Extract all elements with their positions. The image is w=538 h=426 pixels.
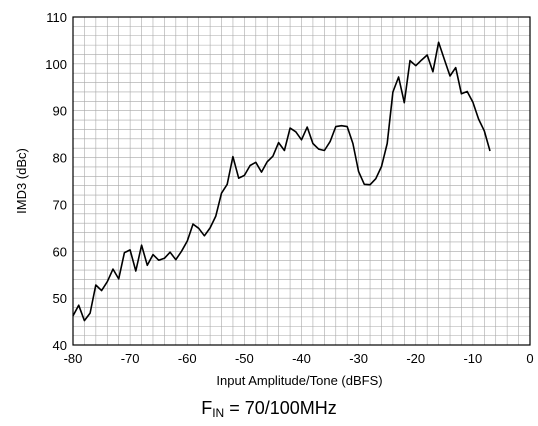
y-tick-label: 110 [46,10,67,25]
y-tick-labels: 40 50 60 70 80 90 100 110 [45,10,67,353]
caption-main: F [201,398,213,418]
x-tick-labels: -80 -70 -60 -50 -40 -30 -20 -10 0 [64,351,534,366]
x-tick-label: -60 [178,351,197,366]
x-tick-label: -40 [292,351,311,366]
y-tick-label: 80 [53,151,67,166]
y-tick-label: 70 [53,197,67,212]
x-tick-label: 0 [526,351,533,366]
y-tick-label: 50 [53,291,67,306]
imd3-chart: -80 -70 -60 -50 -40 -30 -20 -10 0 40 50 60 70 80 90 10… [14,10,534,388]
grid-lines [73,17,530,345]
y-tick-label: 40 [53,338,67,353]
caption-rest: = 70/100MHz [224,398,337,418]
y-axis-label: IMD3 (dBc) [14,148,29,214]
chart-caption: FIN = 70/100MHz [0,398,538,423]
x-tick-label: -70 [121,351,140,366]
x-tick-label: -50 [235,351,254,366]
y-tick-label: 60 [53,244,67,259]
y-tick-label: 90 [53,104,67,119]
x-tick-label: -10 [463,351,482,366]
caption-subscript: IN [212,406,225,420]
x-tick-label: -30 [349,351,368,366]
x-axis-label: Input Amplitude/Tone (dBFS) [216,373,382,388]
plot-frame [72,16,531,346]
x-tick-label: -80 [64,351,83,366]
x-tick-label: -20 [406,351,425,366]
imd3-series-line [72,41,491,322]
y-tick-label: 100 [45,57,67,72]
